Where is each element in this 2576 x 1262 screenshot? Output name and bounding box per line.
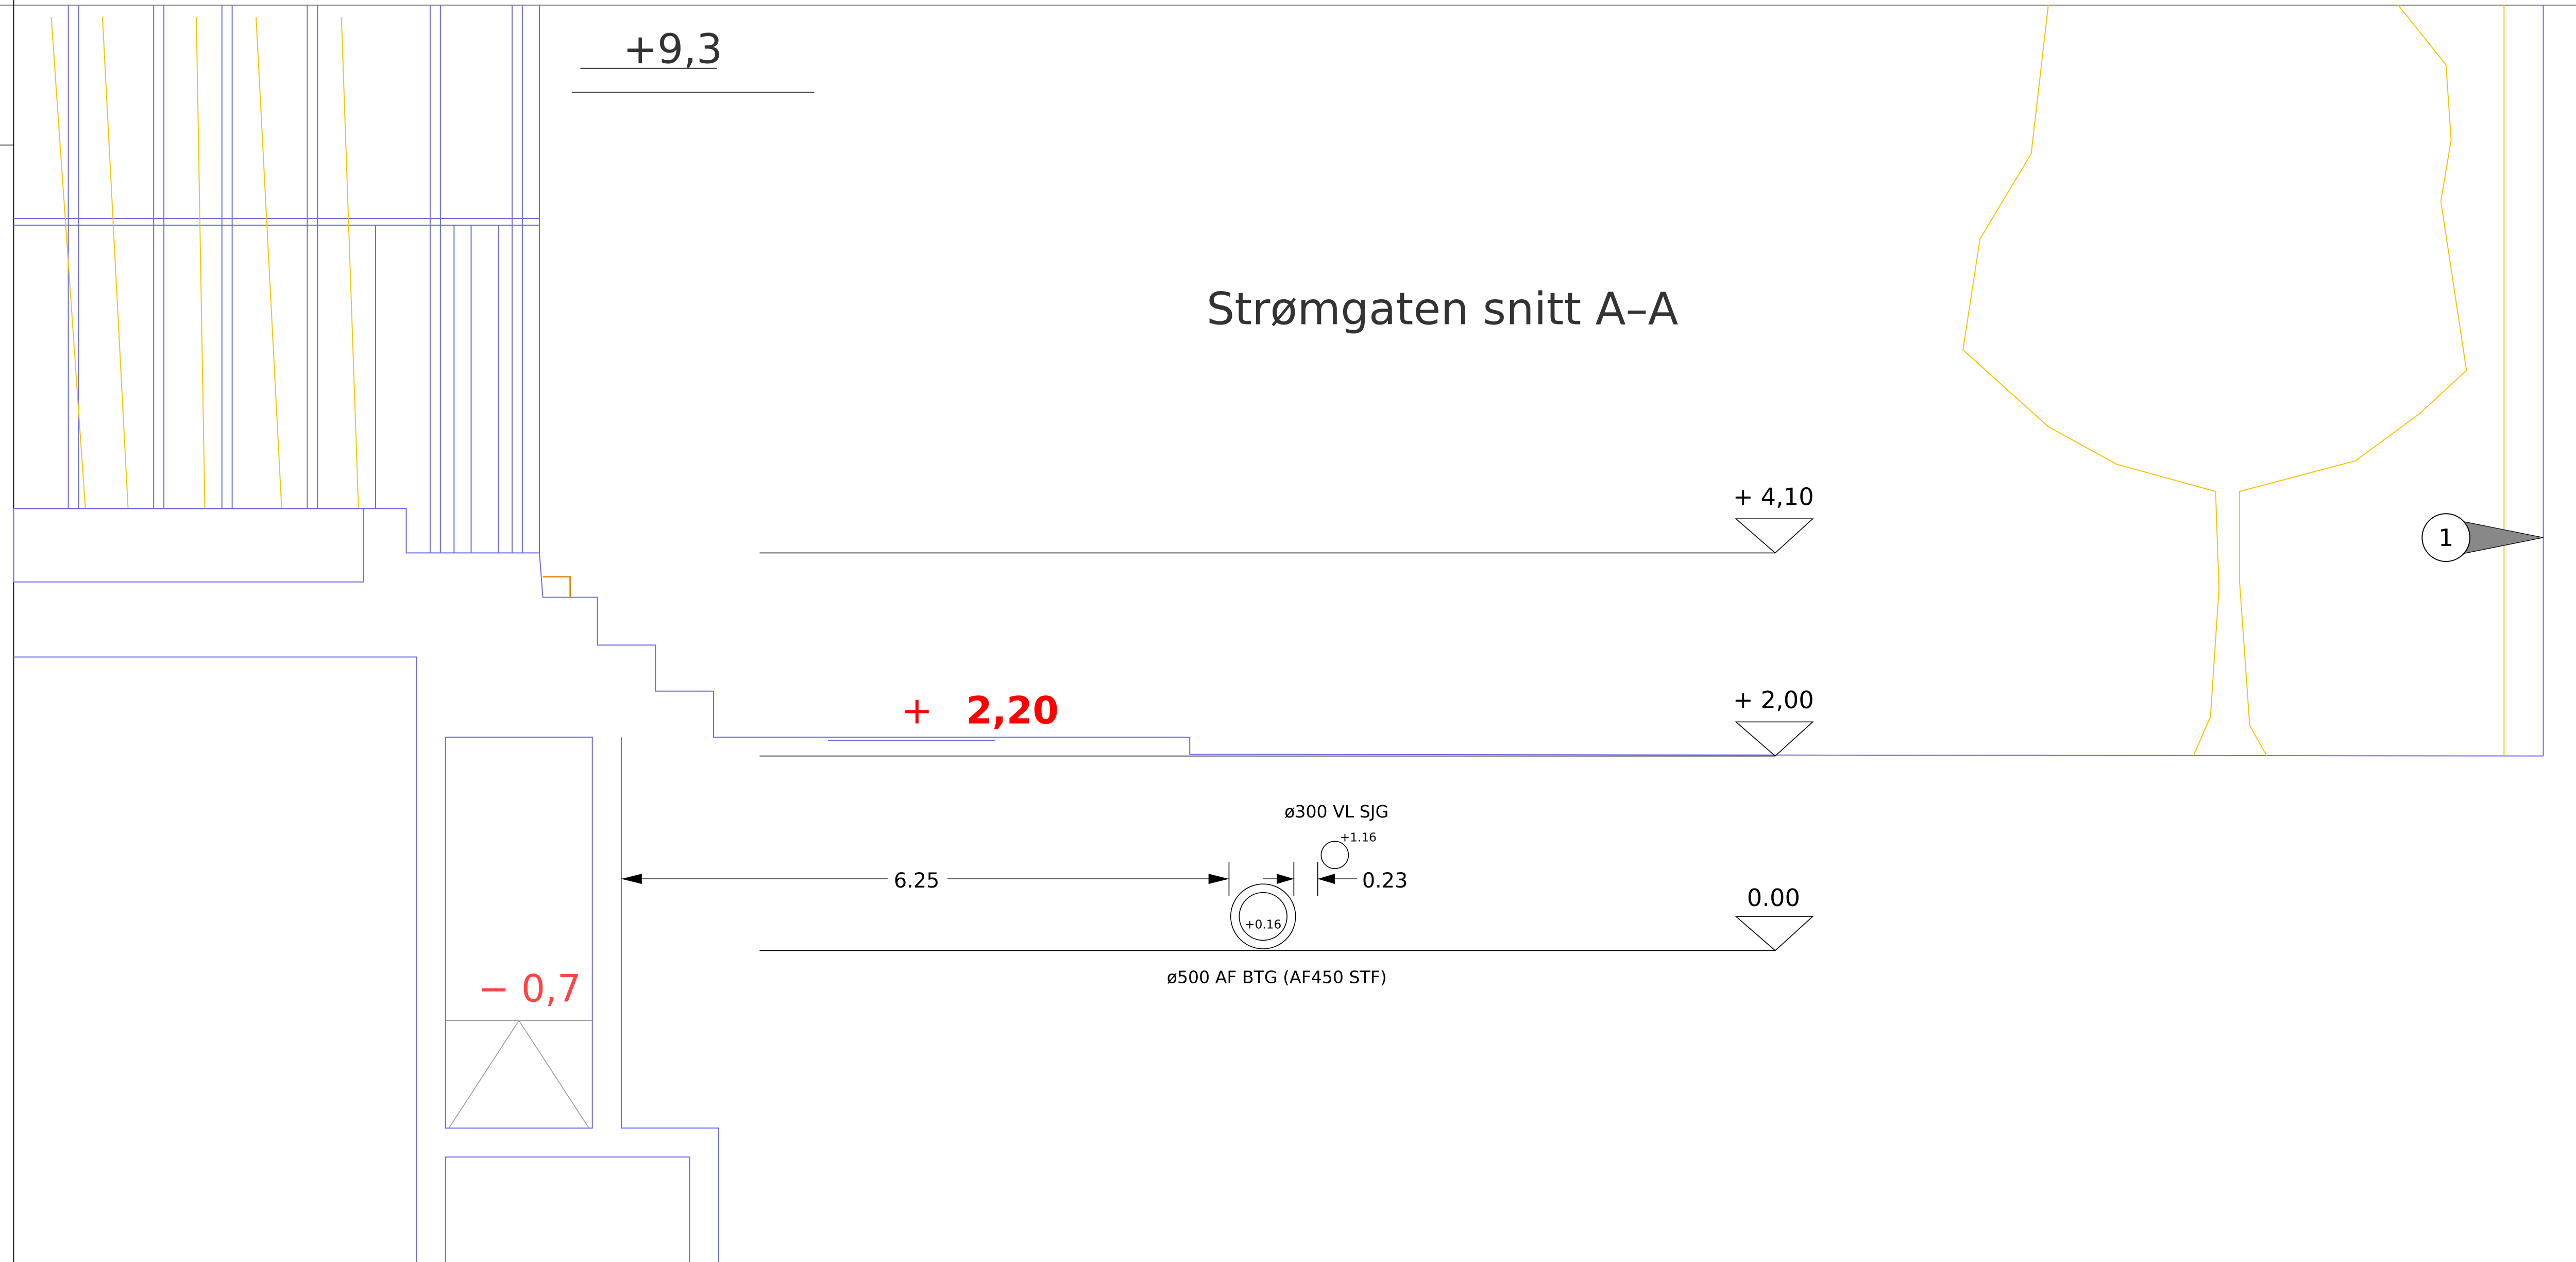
tree bbox=[1963, 5, 2466, 756]
level-text: 2,20 bbox=[966, 689, 1059, 733]
level-text: + 4,10 bbox=[1733, 483, 1814, 511]
section-number: 1 bbox=[2438, 524, 2454, 552]
pipe-level: +0.16 bbox=[1245, 917, 1281, 931]
facade bbox=[14, 5, 539, 553]
dimension bbox=[621, 862, 1357, 896]
level-text: + 2,00 bbox=[1733, 686, 1814, 714]
shaft bbox=[446, 737, 592, 1128]
pipe-label: ø500 AF BTG (AF450 STF) bbox=[1167, 967, 1387, 987]
dimension-text: 0.23 bbox=[1362, 869, 1408, 893]
level-sign: + bbox=[901, 689, 933, 733]
detail bbox=[543, 577, 570, 598]
level-text: +9,3 bbox=[623, 25, 722, 73]
shaft bbox=[446, 1157, 690, 1262]
pipe-label: ø300 VL SJG bbox=[1284, 801, 1388, 822]
dimension-text: 6.25 bbox=[894, 869, 940, 893]
steps bbox=[14, 508, 2544, 756]
level-text: − 0,7 bbox=[478, 967, 581, 1011]
wall bbox=[14, 657, 719, 1262]
title: Strømgaten snitt A–A bbox=[1207, 283, 1679, 335]
cad-drawing: +9,3 Strømgaten snitt A–A + 4,10 + 2,00 … bbox=[0, 0, 2576, 1262]
section-arrow bbox=[2458, 520, 2544, 554]
ledge bbox=[14, 508, 364, 582]
pipe bbox=[1321, 841, 1348, 868]
pipe-level: +1.16 bbox=[1340, 830, 1377, 844]
level-text: 0.00 bbox=[1747, 884, 1800, 912]
fill-symbol bbox=[446, 1020, 592, 1128]
pipe bbox=[1239, 893, 1287, 941]
pipe bbox=[1231, 884, 1296, 949]
